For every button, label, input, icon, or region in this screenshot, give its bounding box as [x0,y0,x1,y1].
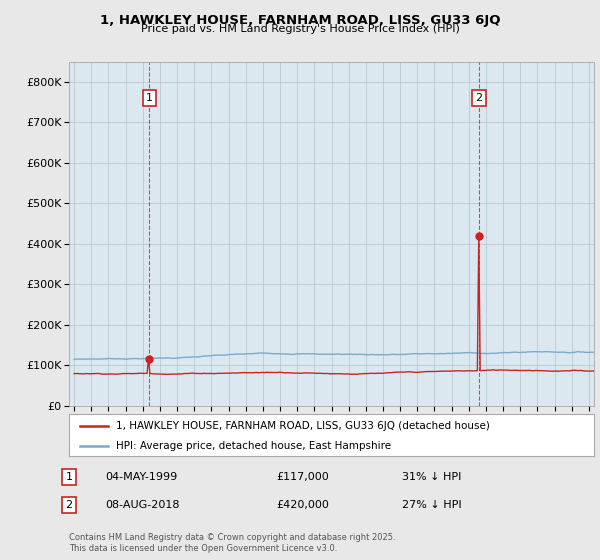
Text: 1: 1 [65,472,73,482]
Text: 27% ↓ HPI: 27% ↓ HPI [402,500,461,510]
Text: £420,000: £420,000 [276,500,329,510]
Text: 1, HAWKLEY HOUSE, FARNHAM ROAD, LISS, GU33 6JQ (detached house): 1, HAWKLEY HOUSE, FARNHAM ROAD, LISS, GU… [116,421,490,431]
Text: Price paid vs. HM Land Registry's House Price Index (HPI): Price paid vs. HM Land Registry's House … [140,24,460,34]
Text: 31% ↓ HPI: 31% ↓ HPI [402,472,461,482]
Text: 1: 1 [146,93,152,103]
Text: 2: 2 [65,500,73,510]
Text: Contains HM Land Registry data © Crown copyright and database right 2025.
This d: Contains HM Land Registry data © Crown c… [69,533,395,553]
Text: HPI: Average price, detached house, East Hampshire: HPI: Average price, detached house, East… [116,441,391,451]
Text: £117,000: £117,000 [276,472,329,482]
Text: 1, HAWKLEY HOUSE, FARNHAM ROAD, LISS, GU33 6JQ: 1, HAWKLEY HOUSE, FARNHAM ROAD, LISS, GU… [100,14,500,27]
Text: 04-MAY-1999: 04-MAY-1999 [105,472,177,482]
Text: 2: 2 [475,93,482,103]
Text: 08-AUG-2018: 08-AUG-2018 [105,500,179,510]
